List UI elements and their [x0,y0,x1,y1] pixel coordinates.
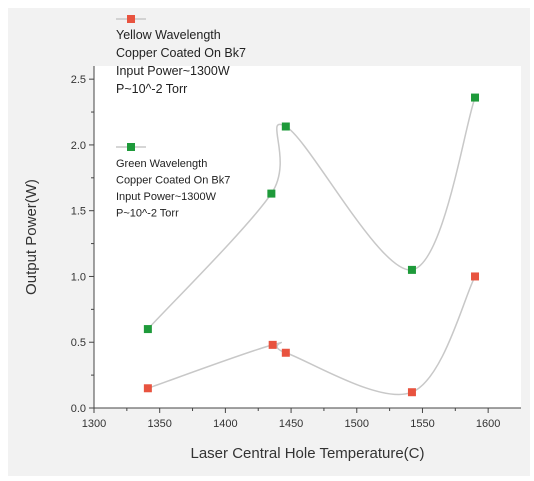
x-axis-title: Laser Central Hole Temperature(C) [191,445,425,462]
y-tick-label: 2.5 [71,74,86,86]
chart-container: 1300 1350 1400 1450 1500 1550 1600 0.0 0.5 1.0 1.5… [8,8,530,476]
legend-text-2: Input Power~1300W [116,191,217,203]
y-tick-label: 2.0 [71,140,86,152]
y-tick-label: 0.5 [71,337,86,349]
series-2-point [267,189,276,198]
series-2-point [471,93,480,102]
scatter-chart: 1300 1350 1400 1450 1500 1550 1600 0.0 0.5 1.0 1.5… [23,15,521,462]
x-tick-label: 1350 [147,418,171,430]
y-tick-label: 1.5 [71,206,86,218]
x-tick-label: 1300 [82,418,106,430]
plot-area [94,66,521,408]
series-1-point [407,388,416,397]
x-tick-label: 1500 [345,418,369,430]
legend-text-2: Green Wavelength [116,158,207,170]
legend-text-1: Input Power~1300W [116,64,230,78]
x-tick-label: 1550 [410,418,434,430]
legend-text-2: P~10^-2 Torr [116,208,179,220]
series-1-point [268,340,277,349]
series-2-point [143,325,152,334]
legend-text-1: Yellow Wavelength [116,28,221,42]
x-tick-label: 1600 [476,418,500,430]
legend-marker-2 [127,143,135,151]
y-axis-title: Output Power(W) [23,179,40,295]
legend-text-2: Copper Coated On Bk7 [116,175,230,187]
series-2-point [407,265,416,274]
series-1-point [281,348,290,357]
legend-entry-1: Yellow Wavelength Copper Coated On Bk7 Inp… [116,15,246,96]
y-tick-label: 1.0 [71,271,86,283]
x-tick-label: 1400 [213,418,237,430]
y-tick-label: 0.0 [71,403,86,415]
series-2-point [281,122,290,131]
legend-entry-2: Green Wavelength Copper Coated On Bk7 Inpu… [116,143,230,220]
x-tick-label: 1450 [279,418,303,430]
series-2-curve [147,97,476,330]
series-1-point [471,272,480,281]
legend-text-1: P~10^-2 Torr [116,82,187,96]
series-1-point [143,384,152,393]
legend-text-1: Copper Coated On Bk7 [116,46,246,60]
legend-marker-1 [127,15,135,23]
